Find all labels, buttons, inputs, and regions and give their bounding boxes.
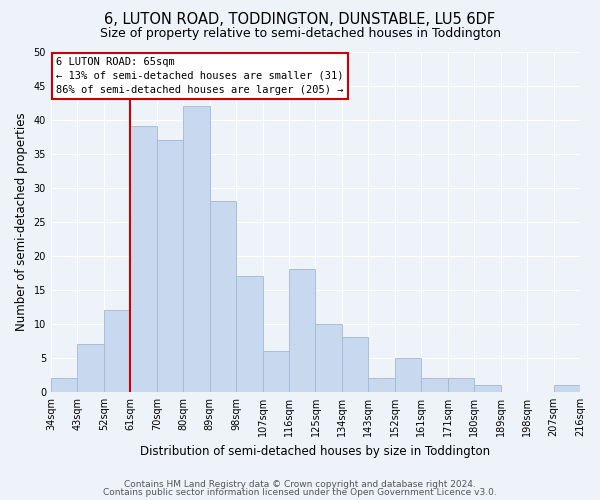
Y-axis label: Number of semi-detached properties: Number of semi-detached properties	[15, 112, 28, 331]
Text: Contains public sector information licensed under the Open Government Licence v3: Contains public sector information licen…	[103, 488, 497, 497]
Bar	[77, 344, 104, 392]
Bar	[316, 324, 342, 392]
Text: Size of property relative to semi-detached houses in Toddington: Size of property relative to semi-detach…	[100, 28, 500, 40]
Bar	[263, 351, 289, 392]
X-axis label: Distribution of semi-detached houses by size in Toddington: Distribution of semi-detached houses by …	[140, 444, 491, 458]
Text: 6 LUTON ROAD: 65sqm
← 13% of semi-detached houses are smaller (31)
86% of semi-d: 6 LUTON ROAD: 65sqm ← 13% of semi-detach…	[56, 57, 344, 95]
Text: 6, LUTON ROAD, TODDINGTON, DUNSTABLE, LU5 6DF: 6, LUTON ROAD, TODDINGTON, DUNSTABLE, LU…	[104, 12, 496, 28]
Text: Contains HM Land Registry data © Crown copyright and database right 2024.: Contains HM Land Registry data © Crown c…	[124, 480, 476, 489]
Bar	[395, 358, 421, 392]
Bar	[183, 106, 209, 392]
Bar	[130, 126, 157, 392]
Bar	[421, 378, 448, 392]
Bar	[104, 310, 130, 392]
Bar	[448, 378, 474, 392]
Bar	[236, 276, 263, 392]
Bar	[51, 378, 77, 392]
Bar	[474, 385, 500, 392]
Bar	[289, 270, 316, 392]
Bar	[554, 385, 580, 392]
Bar	[368, 378, 395, 392]
Bar	[342, 338, 368, 392]
Bar	[157, 140, 183, 392]
Bar	[209, 202, 236, 392]
